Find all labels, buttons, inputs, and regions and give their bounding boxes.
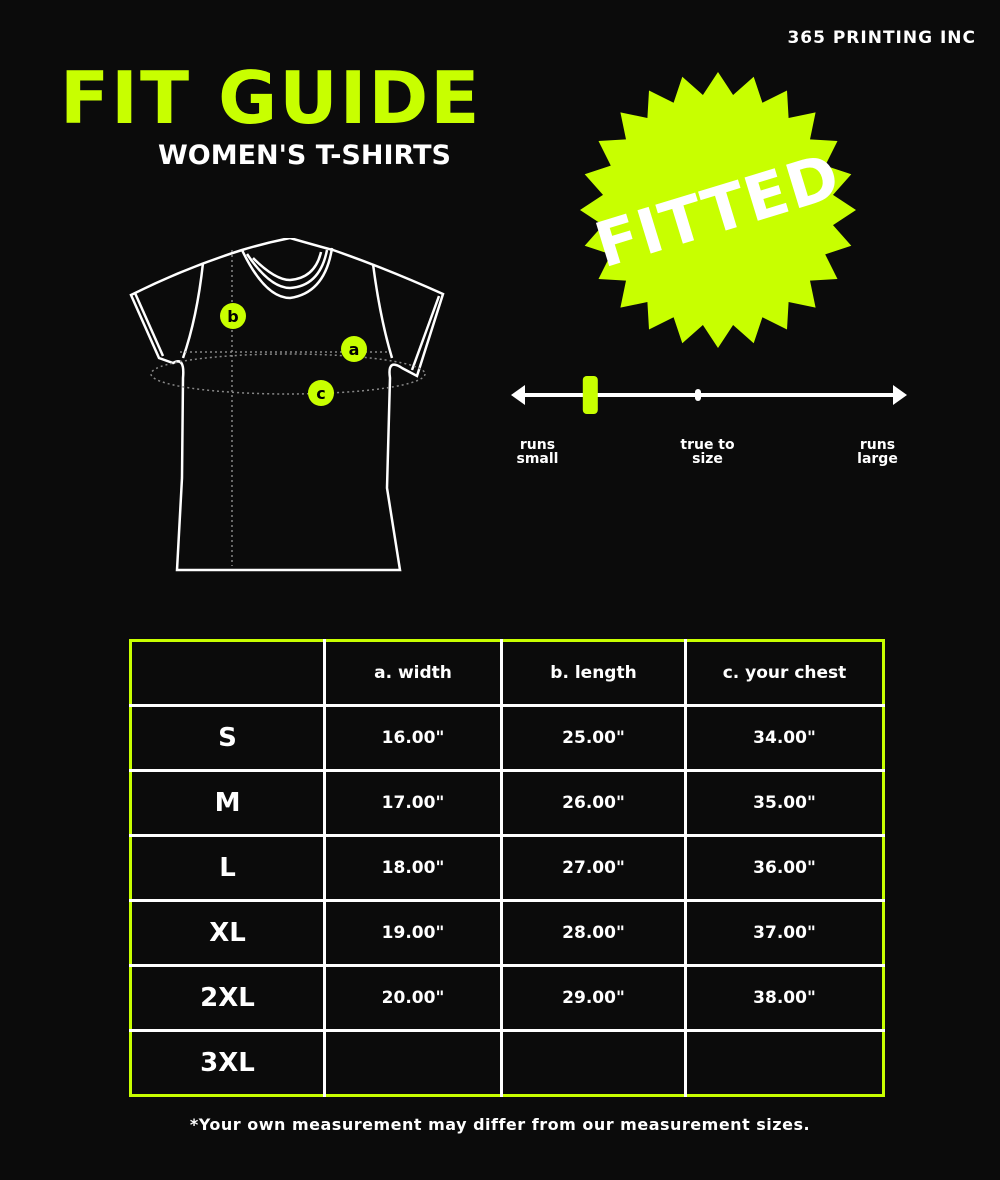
label-runs-large: runs large xyxy=(857,437,898,467)
size-label: S xyxy=(130,704,326,772)
table-row: S 16.00" 25.00" 34.00" xyxy=(130,704,884,772)
measurement-cell: 25.00" xyxy=(500,704,687,772)
page-title: FIT GUIDE xyxy=(60,56,482,140)
page-subtitle: WOMEN'S T-SHIRTS xyxy=(158,140,451,171)
measurement-cell: 28.00" xyxy=(500,899,687,967)
fit-badge: FITTED xyxy=(578,70,858,350)
measurement-cell: 18.00" xyxy=(323,834,503,902)
measurement-cell: 19.00" xyxy=(323,899,503,967)
marker-c: c xyxy=(316,384,325,403)
measurement-cell xyxy=(323,1029,503,1096)
table-row: XL 19.00" 28.00" 37.00" xyxy=(130,899,884,967)
measurement-cell: 26.00" xyxy=(500,769,687,837)
brand-name: 365 PRINTING INC xyxy=(787,28,976,48)
table-row: M 17.00" 26.00" 35.00" xyxy=(130,769,884,837)
measurement-cell: 16.00" xyxy=(323,704,503,772)
table-row: L 18.00" 27.00" 36.00" xyxy=(130,834,884,902)
size-table: a. width b. length c. your chest S 16.00" 25.… xyxy=(129,639,885,1097)
size-label: M xyxy=(130,769,326,837)
column-header xyxy=(130,640,326,707)
measurement-cell: 17.00" xyxy=(323,769,503,837)
column-header: b. length xyxy=(500,640,687,707)
fit-badge-text: FITTED xyxy=(587,138,849,282)
measurement-cell: 20.00" xyxy=(323,964,503,1032)
footnote: *Your own measurement may differ from ou… xyxy=(189,1115,811,1134)
column-header: c. your chest xyxy=(684,640,884,707)
size-label: 2XL xyxy=(130,964,326,1032)
measurement-cell: 34.00" xyxy=(684,704,884,772)
table-header-row: a. width b. length c. your chest xyxy=(130,640,884,707)
measurement-cell: 27.00" xyxy=(500,834,687,902)
measurement-cell xyxy=(500,1029,687,1096)
fit-scale xyxy=(511,376,907,414)
true-to-size-mark xyxy=(695,389,701,401)
measurement-cell: 36.00" xyxy=(684,834,884,902)
starburst-badge-icon xyxy=(580,72,856,348)
measurement-cell: 38.00" xyxy=(684,964,884,1032)
measurement-cell xyxy=(684,1029,884,1096)
size-label: 3XL xyxy=(130,1029,326,1096)
size-label: XL xyxy=(130,899,326,967)
label-true-to-size: true to size xyxy=(680,437,735,467)
column-header: a. width xyxy=(323,640,503,707)
measurement-cell: 29.00" xyxy=(500,964,687,1032)
table-row: 3XL xyxy=(130,1029,884,1096)
label-runs-small: runs small xyxy=(516,437,559,467)
table-row: 2XL 20.00" 29.00" 38.00" xyxy=(130,964,884,1032)
measurement-cell: 35.00" xyxy=(684,769,884,837)
marker-a: a xyxy=(349,340,360,359)
measurement-cell: 37.00" xyxy=(684,899,884,967)
fit-indicator-handle xyxy=(582,376,598,414)
size-label: L xyxy=(130,834,326,902)
marker-b: b xyxy=(227,307,238,326)
tshirt-diagram-icon: b a c xyxy=(129,238,445,572)
